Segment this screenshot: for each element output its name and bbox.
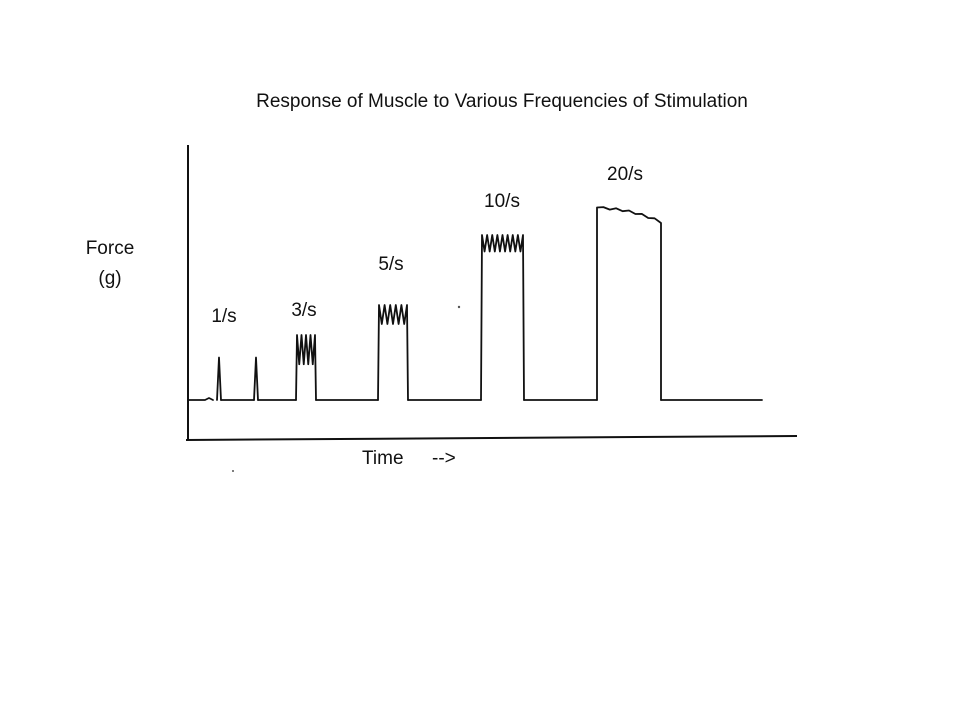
- force-burst-5-per-s: [377, 304, 409, 401]
- force-burst-1-per-s: [216, 356, 259, 401]
- force-burst-10-per-s: [480, 234, 525, 401]
- frequency-label-5-per-s: 5/s: [378, 254, 403, 275]
- x-axis-label: Time: [362, 448, 404, 469]
- scan-speck: [232, 470, 234, 472]
- chart-title: Response of Muscle to Various Frequencie…: [256, 91, 748, 112]
- y-axis-label-line1: Force: [86, 238, 135, 259]
- frequency-label-1-per-s: 1/s: [211, 306, 236, 327]
- force-burst-3-per-s: [295, 334, 317, 401]
- force-trace-group: [187, 206, 763, 401]
- baseline-segment: [187, 397, 214, 401]
- frequency-label-20-per-s: 20/s: [607, 164, 643, 185]
- x-axis-arrow: -->: [432, 448, 456, 469]
- force-burst-20-per-s: [596, 206, 662, 401]
- frequency-label-10-per-s: 10/s: [484, 191, 520, 212]
- x-axis: [185, 435, 798, 441]
- scan-speck: [457, 305, 461, 309]
- frequency-label-group: 1/s 3/s 5/s 10/s 20/s: [211, 164, 643, 327]
- y-axis-label-line2: (g): [98, 268, 121, 289]
- frequency-label-3-per-s: 3/s: [291, 300, 316, 321]
